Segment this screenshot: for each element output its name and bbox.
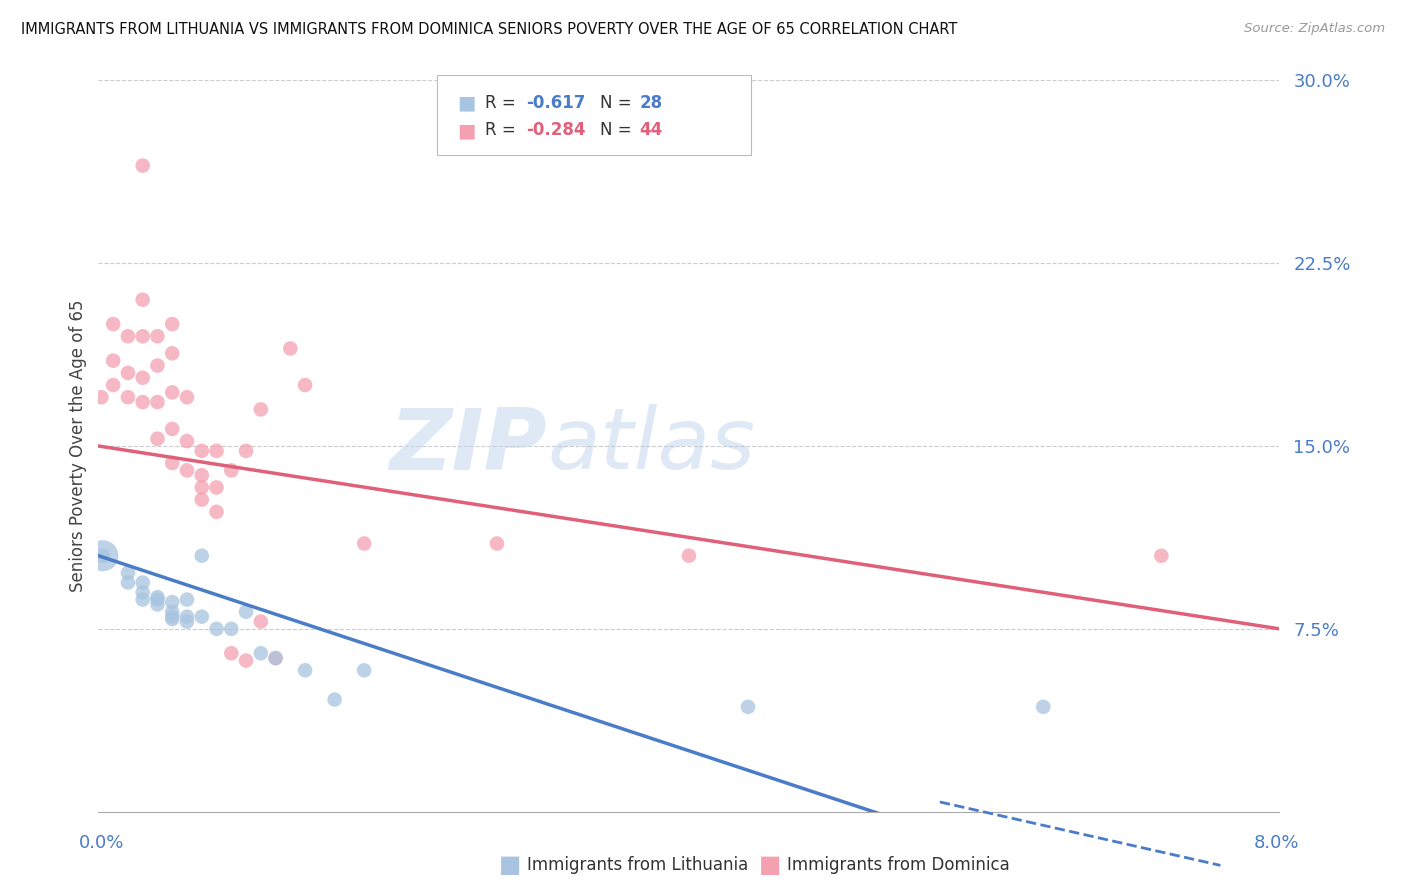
Text: R =: R = xyxy=(485,121,522,139)
Point xyxy=(235,443,257,458)
Text: N =: N = xyxy=(600,121,637,139)
Point xyxy=(323,692,346,706)
Point xyxy=(205,505,228,519)
Point xyxy=(132,329,155,343)
Text: N =: N = xyxy=(600,94,637,112)
Text: ■: ■ xyxy=(499,854,522,877)
Text: IMMIGRANTS FROM LITHUANIA VS IMMIGRANTS FROM DOMINICA SENIORS POVERTY OVER THE A: IMMIGRANTS FROM LITHUANIA VS IMMIGRANTS … xyxy=(21,22,957,37)
Point xyxy=(103,353,125,368)
Point xyxy=(191,549,214,563)
Point xyxy=(737,699,759,714)
Point xyxy=(162,422,183,436)
Point xyxy=(91,549,114,563)
Text: Immigrants from Dominica: Immigrants from Dominica xyxy=(787,856,1010,874)
Point xyxy=(205,443,228,458)
Point xyxy=(117,566,139,580)
Point xyxy=(162,609,183,624)
Text: 28: 28 xyxy=(640,94,662,112)
Text: 0.0%: 0.0% xyxy=(79,834,124,852)
Point xyxy=(146,432,169,446)
Point xyxy=(235,605,257,619)
Point xyxy=(132,159,155,173)
Point xyxy=(191,468,214,483)
Point xyxy=(294,663,316,677)
Text: atlas: atlas xyxy=(547,404,755,488)
Point xyxy=(117,575,139,590)
Point xyxy=(162,346,183,360)
Text: -0.617: -0.617 xyxy=(526,94,585,112)
Point xyxy=(353,663,375,677)
Point xyxy=(162,612,183,626)
Point xyxy=(117,390,139,404)
Point xyxy=(353,536,375,550)
Point xyxy=(146,329,169,343)
Point xyxy=(235,654,257,668)
Point xyxy=(146,359,169,373)
Point xyxy=(90,390,112,404)
Point xyxy=(205,480,228,494)
Point xyxy=(103,317,125,331)
Point xyxy=(191,492,214,507)
Point xyxy=(191,609,214,624)
Point xyxy=(176,609,198,624)
Point xyxy=(678,549,700,563)
Text: ■: ■ xyxy=(457,121,475,140)
Point xyxy=(103,378,125,392)
Point xyxy=(162,605,183,619)
Point xyxy=(132,395,155,409)
Text: 44: 44 xyxy=(640,121,664,139)
Point xyxy=(162,385,183,400)
Point xyxy=(146,592,169,607)
Point xyxy=(1032,699,1054,714)
Point xyxy=(294,378,316,392)
Point xyxy=(91,549,114,563)
Point xyxy=(132,592,155,607)
Point xyxy=(205,622,228,636)
Point xyxy=(221,622,243,636)
Point xyxy=(264,651,287,665)
Point xyxy=(132,293,155,307)
Point xyxy=(176,463,198,477)
Point xyxy=(176,615,198,629)
Point xyxy=(191,443,214,458)
Point xyxy=(176,434,198,449)
Point xyxy=(1150,549,1173,563)
Point xyxy=(176,390,198,404)
Point xyxy=(191,480,214,494)
Point xyxy=(162,317,183,331)
Text: Immigrants from Lithuania: Immigrants from Lithuania xyxy=(527,856,748,874)
Point xyxy=(117,366,139,380)
Text: ■: ■ xyxy=(457,94,475,112)
Point xyxy=(250,615,273,629)
Text: ■: ■ xyxy=(759,854,782,877)
Point xyxy=(250,402,273,417)
Point xyxy=(264,651,287,665)
Point xyxy=(250,646,273,660)
Point xyxy=(132,575,155,590)
Text: -0.284: -0.284 xyxy=(526,121,585,139)
Point xyxy=(176,592,198,607)
Text: R =: R = xyxy=(485,94,522,112)
Point xyxy=(132,585,155,599)
Text: Source: ZipAtlas.com: Source: ZipAtlas.com xyxy=(1244,22,1385,36)
Point xyxy=(221,463,243,477)
Point xyxy=(221,646,243,660)
Point xyxy=(486,536,509,550)
Point xyxy=(162,595,183,609)
Point xyxy=(117,329,139,343)
Point xyxy=(146,598,169,612)
Point xyxy=(146,590,169,604)
Point xyxy=(146,395,169,409)
Text: 8.0%: 8.0% xyxy=(1254,834,1299,852)
Point xyxy=(280,342,302,356)
Y-axis label: Seniors Poverty Over the Age of 65: Seniors Poverty Over the Age of 65 xyxy=(69,300,87,592)
Point xyxy=(162,456,183,470)
Text: ZIP: ZIP xyxy=(389,404,547,488)
Point xyxy=(132,370,155,384)
